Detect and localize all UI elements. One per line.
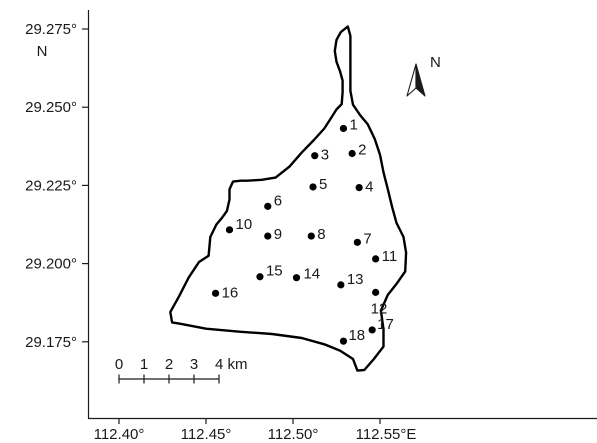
lake-boundary <box>169 25 408 372</box>
site-marker <box>264 202 272 210</box>
site-label: 11 <box>382 248 398 265</box>
y-tick-label: 29.250° <box>25 99 77 116</box>
site-marker <box>211 289 220 297</box>
site-marker <box>372 255 380 263</box>
scale-bar-label: 1 <box>140 356 148 373</box>
x-tick-label: 112.40° <box>94 426 145 443</box>
scale-bar-label: 4 km <box>215 356 248 373</box>
site-marker <box>256 273 264 281</box>
x-tick-label: 112.50° <box>268 426 319 443</box>
site-label: 5 <box>319 176 327 193</box>
scale-bar-label: 3 <box>190 356 198 373</box>
north-arrow-label: N <box>430 54 441 71</box>
sampling-site-5: 5 <box>309 176 327 193</box>
site-marker <box>372 288 380 296</box>
y-axis-ticks: 29.275° 29.250° 29.225° 29.200° 29.175° <box>25 21 89 351</box>
site-marker <box>339 337 348 345</box>
x-tick-label: 112.45° <box>181 426 232 443</box>
site-label: 14 <box>303 266 320 283</box>
site-marker <box>355 183 363 192</box>
north-arrow-icon <box>406 63 426 97</box>
site-label: 7 <box>363 230 371 247</box>
sampling-site-7: 7 <box>353 230 372 247</box>
y-tick-label: 29.200° <box>25 256 77 273</box>
site-label: 12 <box>371 300 388 317</box>
site-marker <box>368 326 376 334</box>
sampling-site-14: 14 <box>292 266 320 283</box>
sampling-site-9: 9 <box>264 226 282 243</box>
site-label: 4 <box>365 179 373 196</box>
sampling-site-17: 17 <box>368 316 394 334</box>
site-label: 15 <box>266 263 283 280</box>
site-label: 17 <box>377 316 394 333</box>
sampling-site-4: 4 <box>355 179 373 196</box>
site-label: 3 <box>321 147 329 164</box>
site-label: 13 <box>347 271 364 288</box>
sampling-site-11: 11 <box>372 248 397 265</box>
y-tick-label: 29.175° <box>25 334 77 351</box>
sampling-site-8: 8 <box>307 226 326 243</box>
y-tick-label: 29.275° <box>25 21 77 38</box>
sampling-site-1: 1 <box>339 116 358 133</box>
site-label: 2 <box>358 141 366 158</box>
site-marker <box>353 238 361 246</box>
site-marker <box>311 152 319 160</box>
sampling-site-13: 13 <box>337 271 364 289</box>
sampling-site-3: 3 <box>311 147 329 164</box>
sampling-site-12: 12 <box>371 288 388 317</box>
x-axis-ticks: 112.40° 112.45° 112.50° 112.55°E <box>94 418 417 443</box>
y-tick-label: 29.225° <box>25 177 77 194</box>
sampling-site-18: 18 <box>339 327 365 345</box>
site-label: 16 <box>222 284 239 301</box>
site-marker <box>292 274 301 282</box>
site-marker <box>337 281 345 289</box>
site-marker <box>264 232 272 240</box>
site-marker <box>348 149 356 158</box>
site-marker <box>339 124 348 133</box>
site-label: 1 <box>349 116 357 133</box>
site-marker <box>307 232 315 240</box>
axis-frame <box>87 10 597 420</box>
site-marker <box>225 226 234 234</box>
site-label: 10 <box>235 216 252 233</box>
y-axis-hemisphere-label: N <box>37 43 48 60</box>
site-label: 9 <box>274 226 282 243</box>
site-label: 6 <box>274 192 282 209</box>
north-arrow: N <box>406 54 441 97</box>
scale-bar-label: 2 <box>165 356 173 373</box>
scale-bar-label: 0 <box>115 356 123 373</box>
sampling-site-2: 2 <box>348 141 367 158</box>
sampling-site-16: 16 <box>211 284 239 301</box>
x-tick-label: 112.55°E <box>356 426 417 443</box>
site-label: 18 <box>348 327 365 344</box>
sampling-site-15: 15 <box>256 263 283 281</box>
site-marker <box>309 183 317 191</box>
site-label: 8 <box>317 226 325 243</box>
sampling-site-6: 6 <box>264 192 282 210</box>
sampling-site-10: 10 <box>225 216 252 234</box>
